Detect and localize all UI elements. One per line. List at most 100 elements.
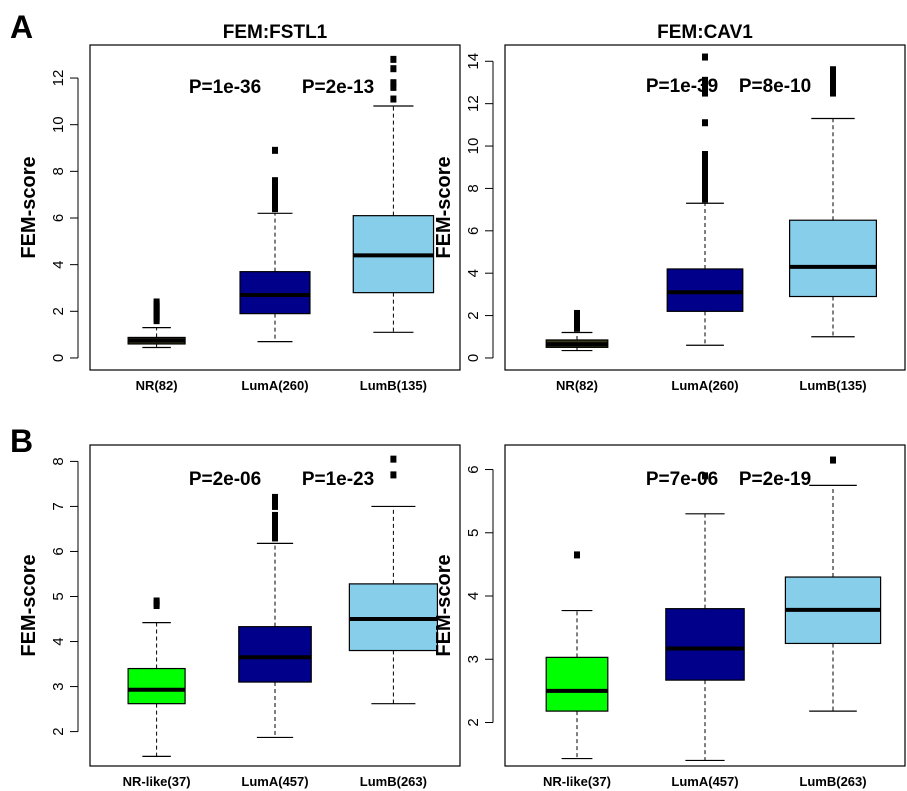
y-tick-label: 6	[465, 465, 482, 473]
outlier-point	[830, 66, 836, 74]
outlier-point	[272, 520, 278, 528]
x-tick-label: NR-like(37)	[123, 774, 191, 789]
y-tick-label: 5	[465, 529, 482, 537]
box-iqr	[239, 271, 311, 315]
p-value-label: P=1e-36	[189, 77, 261, 98]
plot-frame	[504, 444, 906, 767]
y-tick-label: 6	[50, 214, 67, 222]
panel-label-a: A	[10, 9, 33, 45]
y-tick-label: 10	[465, 138, 482, 155]
outlier-point	[272, 200, 278, 208]
y-tick-label: 2	[50, 307, 67, 315]
box-iqr	[127, 667, 186, 705]
outlier-point	[830, 72, 836, 80]
outlier-point	[272, 181, 278, 189]
outlier-point	[272, 195, 278, 203]
y-axis-label: FEM-score	[18, 156, 40, 258]
p-value-label: P=7e-06	[646, 469, 718, 490]
box-lumb	[788, 66, 877, 338]
p-value-label: P=1e-39	[646, 76, 718, 97]
outlier-point	[272, 177, 278, 185]
y-tick-label: 2	[50, 727, 67, 735]
x-tick-label: NR(82)	[136, 378, 178, 393]
box-nr	[545, 309, 609, 352]
p-value-label: P=8e-10	[739, 76, 811, 97]
box-iqr	[788, 219, 877, 298]
x-tick-label: LumB(135)	[799, 378, 866, 393]
outlier-point	[702, 76, 708, 84]
y-tick-label: 6	[50, 547, 67, 555]
plot-frame	[89, 444, 461, 767]
chart-title: FEM:CAV1	[657, 22, 753, 43]
y-tick-label: 6	[465, 227, 482, 235]
y-tick-label: 3	[465, 655, 482, 663]
box-lumb	[352, 55, 435, 333]
panel-label-b: B	[10, 423, 33, 459]
y-axis-label: FEM-score	[433, 156, 455, 258]
chart-title: FEM:FSTL1	[223, 22, 328, 43]
y-tick-label: 0	[465, 354, 482, 362]
box-nr-like	[545, 551, 609, 760]
outlier-point	[272, 529, 278, 537]
box-iqr	[666, 268, 744, 312]
outlier-point	[574, 309, 580, 317]
p-value-label: P=2e-13	[302, 77, 374, 98]
outlier-point	[390, 471, 397, 479]
outlier-point	[272, 146, 278, 154]
y-tick-label: 8	[50, 457, 67, 465]
chart-fem-b-right: FEM-score 2 3 4 5 6 NR-like(37) LumA(457) LumB(2…	[433, 444, 906, 789]
outlier-point	[702, 53, 708, 61]
y-tick-label: 4	[465, 592, 482, 600]
x-tick-label: LumA(457)	[241, 774, 308, 789]
y-tick-label: 3	[50, 682, 67, 690]
outlier-point	[830, 83, 836, 91]
box-iqr	[665, 608, 745, 681]
outlier-point	[702, 182, 708, 190]
outlier-point	[702, 189, 708, 197]
outlier-point	[702, 83, 708, 91]
y-tick-label: 4	[465, 269, 482, 277]
x-tick-label: NR-like(37)	[543, 774, 611, 789]
outlier-point	[702, 195, 708, 203]
outlier-point	[272, 525, 278, 533]
x-tick-label: LumB(135)	[360, 378, 427, 393]
box-nr	[127, 298, 186, 349]
y-tick-label: 14	[465, 53, 482, 70]
outlier-point	[272, 498, 278, 506]
chart-fem-fstl1: FEM:FSTL1 FEM-score 0 2 4 6 8 10 12 NR(82) LumA(26…	[18, 22, 461, 393]
chart-fem-b-left: FEM-score 2 3 4 5 6 7 8 NR-like(37) LumA(457) LumB…	[18, 444, 461, 789]
box-luma	[239, 146, 311, 343]
chart-fem-cav1: FEM:CAV1 FEM-score 0 2 4 6 8 10 12 14 NR(82) LumA(2…	[433, 22, 906, 393]
outlier-point	[390, 95, 397, 103]
outlier-point	[390, 65, 397, 73]
plot-frame	[89, 44, 461, 371]
y-tick-label: 2	[465, 718, 482, 726]
x-tick-label: LumA(260)	[671, 378, 738, 393]
box-iqr	[545, 656, 609, 712]
outlier-point	[574, 551, 580, 559]
x-tick-label: NR(82)	[556, 378, 598, 393]
x-tick-label: LumB(263)	[360, 774, 427, 789]
y-tick-label: 5	[50, 592, 67, 600]
outlier-point	[272, 511, 278, 519]
y-tick-label: 8	[465, 184, 482, 192]
outlier-point	[272, 186, 278, 194]
outlier-point	[702, 157, 708, 165]
y-tick-label: 7	[50, 502, 67, 510]
plot-frame	[504, 44, 906, 371]
outlier-point	[272, 516, 278, 524]
box-iqr	[238, 626, 312, 683]
outlier-point	[390, 79, 397, 87]
x-tick-label: LumA(260)	[241, 378, 308, 393]
outlier-point	[390, 455, 397, 463]
box-nr-like	[127, 597, 186, 757]
outlier-point	[702, 472, 708, 480]
p-value-label: P=1e-23	[302, 469, 374, 490]
p-value-label: P=2e-19	[739, 469, 811, 490]
box-luma	[238, 493, 312, 739]
outlier-point	[830, 89, 836, 97]
box-lumb	[784, 456, 882, 712]
y-axis-label: FEM-score	[433, 554, 455, 656]
outlier-point	[702, 151, 708, 159]
outlier-point	[272, 191, 278, 199]
